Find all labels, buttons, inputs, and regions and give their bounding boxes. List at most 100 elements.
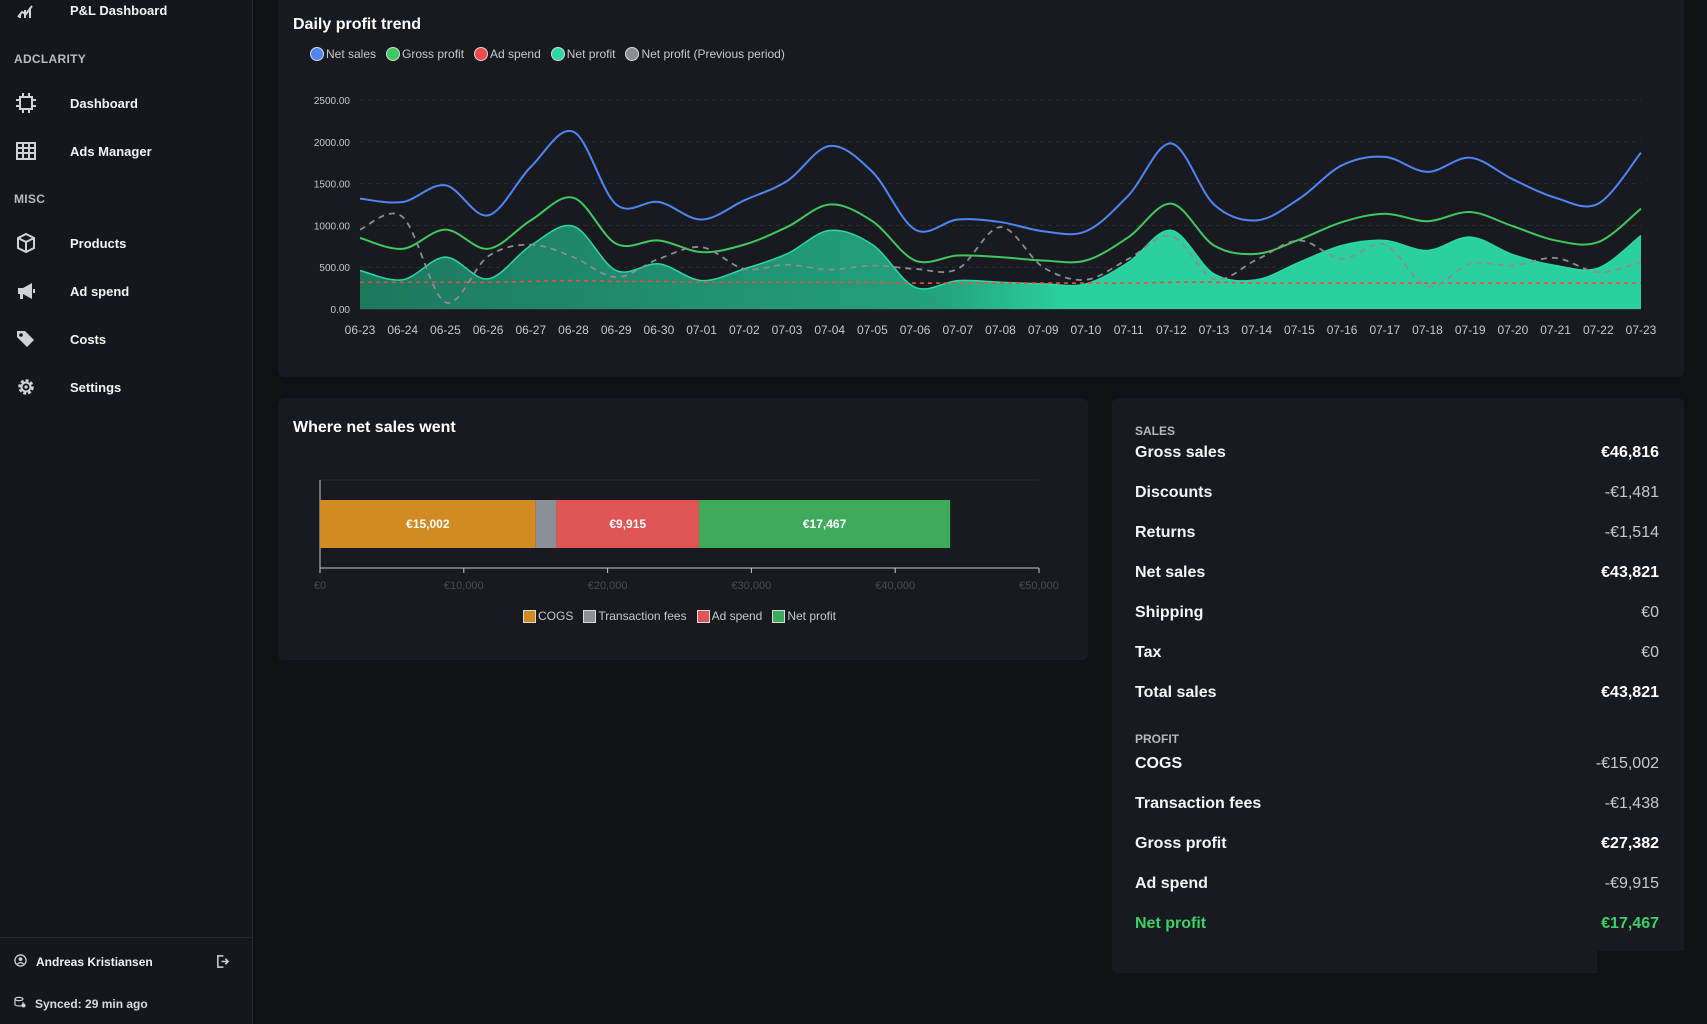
- row-value: €43,821: [1601, 684, 1659, 701]
- breakdown-chart-title: Where net sales went: [293, 419, 456, 436]
- legend-item-cogs[interactable]: COGS: [523, 609, 573, 623]
- legend-swatch: [474, 47, 489, 61]
- legend-label: Net profit (Previous period): [641, 47, 785, 61]
- summary-row-ad-spend: Ad spend -€9,915: [1135, 869, 1659, 899]
- row-label: Net sales: [1135, 564, 1206, 581]
- megaphone-icon: [14, 279, 38, 303]
- sidebar-item-ads-manager[interactable]: Ads Manager: [0, 131, 252, 171]
- user-info[interactable]: Andreas Kristiansen: [14, 954, 153, 970]
- row-value: -€1,438: [1604, 795, 1659, 812]
- x-tick-label: €20,000: [588, 580, 628, 592]
- x-tick-label: 07-21: [1540, 323, 1571, 337]
- sidebar-item-pl-dashboard[interactable]: P&L Dashboard: [0, 0, 252, 30]
- legend-label: Net sales: [326, 47, 377, 61]
- gear-icon: [14, 375, 38, 399]
- row-value: -€1,481: [1604, 484, 1659, 501]
- y-tick-label: 1500.00: [314, 180, 351, 191]
- sidebar-footer: Andreas Kristiansen Synced: 29 min ago: [0, 937, 252, 1024]
- legend-item-ad-spend[interactable]: Ad spend: [474, 47, 541, 61]
- sidebar-item-products[interactable]: Products: [0, 223, 252, 263]
- legend-item-net-sales[interactable]: Net sales: [310, 47, 376, 61]
- x-tick-label: 06-24: [387, 323, 418, 337]
- legend-item-net-profit[interactable]: Net profit: [550, 47, 615, 61]
- x-tick-label: 07-08: [985, 323, 1016, 337]
- user-name: Andreas Kristiansen: [36, 955, 153, 969]
- trend-chart[interactable]: 0.00 500.00 1000.00 1500.00 2000.00 2500.00 06…: [278, 0, 1684, 377]
- bar-data-label: €9,915: [609, 517, 646, 531]
- x-tick-label: 07-12: [1156, 323, 1187, 337]
- row-value: €46,816: [1601, 444, 1659, 461]
- row-label: Shipping: [1135, 604, 1204, 621]
- legend-swatch: [696, 609, 710, 623]
- legend-item-transaction-fees[interactable]: Transaction fees: [583, 609, 687, 623]
- section-label-misc: MISC: [14, 192, 46, 206]
- sidebar-item-ad-spend[interactable]: Ad spend: [0, 271, 252, 311]
- legend-label: Ad spend: [490, 47, 541, 61]
- sidebar-item-settings[interactable]: Settings: [0, 367, 252, 407]
- row-value: €17,467: [1601, 915, 1659, 932]
- legend-label: Ad spend: [711, 609, 763, 623]
- sidebar-item-label: Ads Manager: [70, 143, 152, 159]
- x-tick-label: 07-15: [1284, 323, 1315, 337]
- row-label: Ad spend: [1135, 875, 1208, 892]
- row-value: -€1,514: [1604, 524, 1659, 541]
- logout-icon[interactable]: [215, 954, 230, 974]
- x-tick-label: 07-10: [1071, 323, 1102, 337]
- sidebar-item-label: Products: [70, 235, 127, 251]
- pl-summary-card: SALES Gross sales €46,816 Discounts -€1,481 R…: [1112, 398, 1684, 973]
- x-tick-label: 07-07: [942, 323, 973, 337]
- sidebar-item-label: Settings: [70, 379, 122, 395]
- legend-label: Gross profit: [402, 47, 465, 61]
- y-tick-label: 500.00: [319, 263, 350, 274]
- row-label: Net profit: [1135, 915, 1207, 932]
- summary-row-transaction-fees: Transaction fees -€1,438: [1135, 789, 1659, 819]
- x-tick-label: €40,000: [875, 580, 915, 592]
- x-tick-label: 07-05: [857, 323, 888, 337]
- row-label: Transaction fees: [1135, 795, 1262, 812]
- summary-row-gross-sales: Gross sales €46,816: [1135, 438, 1659, 468]
- profit-heading: PROFIT: [1135, 732, 1179, 746]
- row-label: COGS: [1135, 755, 1183, 772]
- chart-bars-icon: [14, 0, 38, 22]
- legend-item-ad-spend[interactable]: Ad spend: [696, 609, 763, 623]
- x-tick-label: 06-27: [515, 323, 546, 337]
- x-tick-label: €50,000: [1019, 580, 1059, 592]
- x-tick-label: 07-23: [1626, 323, 1657, 337]
- sidebar-item-dashboard[interactable]: Dashboard: [0, 83, 252, 123]
- legend-item-net-profit-previous[interactable]: Net profit (Previous period): [625, 47, 785, 61]
- net-profit-area: [360, 225, 1641, 309]
- x-tick-label: 07-22: [1583, 323, 1614, 337]
- sidebar: P&L Dashboard ADCLARITY Dashboard Ads Ma…: [0, 0, 253, 1024]
- gross-profit-line: [359, 196, 1642, 264]
- bar-segment-ad-spend: [556, 500, 699, 548]
- row-label: Tax: [1135, 644, 1162, 661]
- breakdown-chart[interactable]: €0 €10,000 €20,000 €30,000 €40,000 €50,000 €15…: [278, 398, 1088, 598]
- sidebar-item-label: Dashboard: [70, 95, 138, 111]
- legend-swatch: [523, 609, 536, 623]
- legend-item-gross-profit[interactable]: Gross profit: [386, 47, 464, 61]
- x-tick-label: 07-16: [1327, 323, 1358, 337]
- row-label: Total sales: [1135, 684, 1217, 701]
- summary-row-total-sales: Total sales €43,821: [1135, 678, 1659, 708]
- summary-card-notch: [1597, 951, 1684, 973]
- legend-item-net-profit[interactable]: Net profit: [772, 609, 836, 623]
- y-tick-label: 2000.00: [314, 138, 351, 149]
- x-tick-label: 07-13: [1199, 323, 1230, 337]
- row-label: Discounts: [1135, 484, 1213, 501]
- breakdown-card: Where net sales went €0 €10,000 €20,000 €30…: [278, 398, 1088, 660]
- row-value: €27,382: [1601, 835, 1659, 852]
- trend-legend: Net sales Gross profit Ad spend Net prof…: [310, 47, 785, 61]
- x-tick-label: 07-03: [772, 323, 803, 337]
- x-tick-label: 07-04: [814, 323, 845, 337]
- sidebar-item-costs[interactable]: Costs: [0, 319, 252, 359]
- summary-row-net-sales: Net sales €43,821: [1135, 558, 1659, 588]
- sync-text: Synced: 29 min ago: [35, 996, 148, 1011]
- tags-icon: [14, 327, 38, 351]
- sidebar-item-label: P&L Dashboard: [70, 2, 168, 18]
- row-value: €43,821: [1601, 564, 1659, 581]
- bar-data-label: €17,467: [803, 517, 847, 531]
- bar-data-label: €15,002: [406, 517, 450, 531]
- summary-row-net-profit: Net profit €17,467: [1135, 909, 1659, 939]
- x-tick-label: 07-14: [1241, 323, 1272, 337]
- bar-segment-net-profit: [698, 500, 951, 548]
